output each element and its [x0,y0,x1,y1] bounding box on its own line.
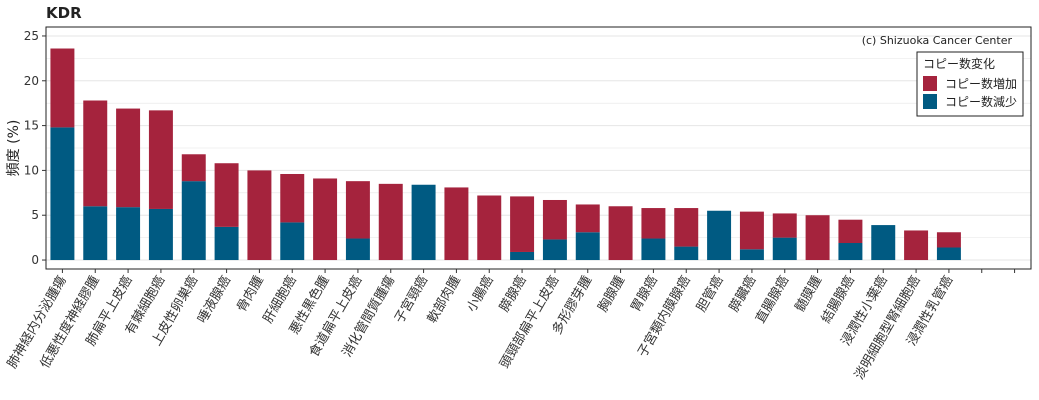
plot-frame [45,26,1032,270]
bar-loss [575,232,600,261]
y-tick-label: 10 [24,163,39,177]
bar-loss [510,251,535,261]
chart-title: KDR [46,4,82,22]
bar-loss [345,238,370,261]
x-tick-label: 胃腺癌 [628,273,661,315]
bar-gain [378,183,403,261]
legend-label: コピー数増加 [945,76,1017,91]
bar-loss [707,210,732,261]
bar-gain [739,211,764,250]
bar-loss [280,222,305,261]
bar-gain [641,208,666,239]
y-tick-label: 5 [31,208,39,222]
grid-lines [46,35,1031,261]
bar-gain [510,196,535,252]
bar-loss [936,247,961,261]
bar-loss [641,238,666,261]
bar-gain [214,163,239,227]
x-tick-label: 胸腺腫 [595,273,628,315]
bars [50,48,961,261]
y-tick-label: 0 [31,253,39,267]
bar-loss [871,225,896,261]
bar-gain [247,170,272,261]
y-axis-label: 頻度 (%) [6,120,22,177]
bar-gain [148,110,173,209]
bar-gain [280,173,305,223]
bar-loss [50,127,75,261]
bar-loss [838,243,863,261]
credit-text: (c) Shizuoka Cancer Center [862,34,1013,47]
bar-loss [674,246,699,261]
legend-title: コピー数変化 [923,56,995,71]
bar-loss [739,249,764,261]
x-tick-label: 膵腺癌 [496,273,529,315]
x-tick-label: 頭頸部扁平上皮癌 [497,273,563,371]
bar-loss [148,208,173,261]
bar-loss [542,239,567,261]
bar-gain [936,232,961,248]
legend-swatch [923,94,937,109]
x-tick-label: 膵臓癌 [726,273,759,315]
bar-gain [772,213,797,238]
bar-loss [116,207,141,261]
bar-gain [838,219,863,244]
y-tick-label: 20 [24,74,39,88]
x-tick-label: 胆管癌 [693,273,726,315]
bar-loss [772,237,797,261]
bar-gain [805,215,830,261]
y-tick-label: 15 [24,119,39,133]
y-tick-label: 25 [24,29,39,43]
x-tick-label: 骨肉腫 [234,273,267,315]
bar-loss [214,226,239,261]
bar-gain [542,199,567,240]
bar-loss [83,206,108,261]
bar-loss [181,181,206,261]
bar-gain [608,206,633,261]
bar-gain [50,48,75,128]
legend-label: コピー数減少 [945,94,1017,109]
legend-swatch [923,76,937,91]
y-axis: 0 5 10 15 20 25 [24,29,46,267]
bar-gain [674,208,699,247]
bar-gain [444,187,469,261]
x-tick-label: 髄膜腫 [792,273,825,315]
bar-gain [477,195,502,261]
bar-gain [345,181,370,239]
bar-gain [116,108,141,208]
bar-gain [181,154,206,182]
x-tick-label: 小腸癌 [463,273,496,315]
x-tick-label: 肺神経内分泌腫瘍 [4,273,70,371]
bar-gain [575,204,600,233]
bar-gain [83,100,108,207]
bar-gain [313,178,338,261]
x-tick-label: 低悪性度神経膠腫 [37,273,103,371]
bar-loss [411,184,436,261]
bar-gain [904,230,929,261]
